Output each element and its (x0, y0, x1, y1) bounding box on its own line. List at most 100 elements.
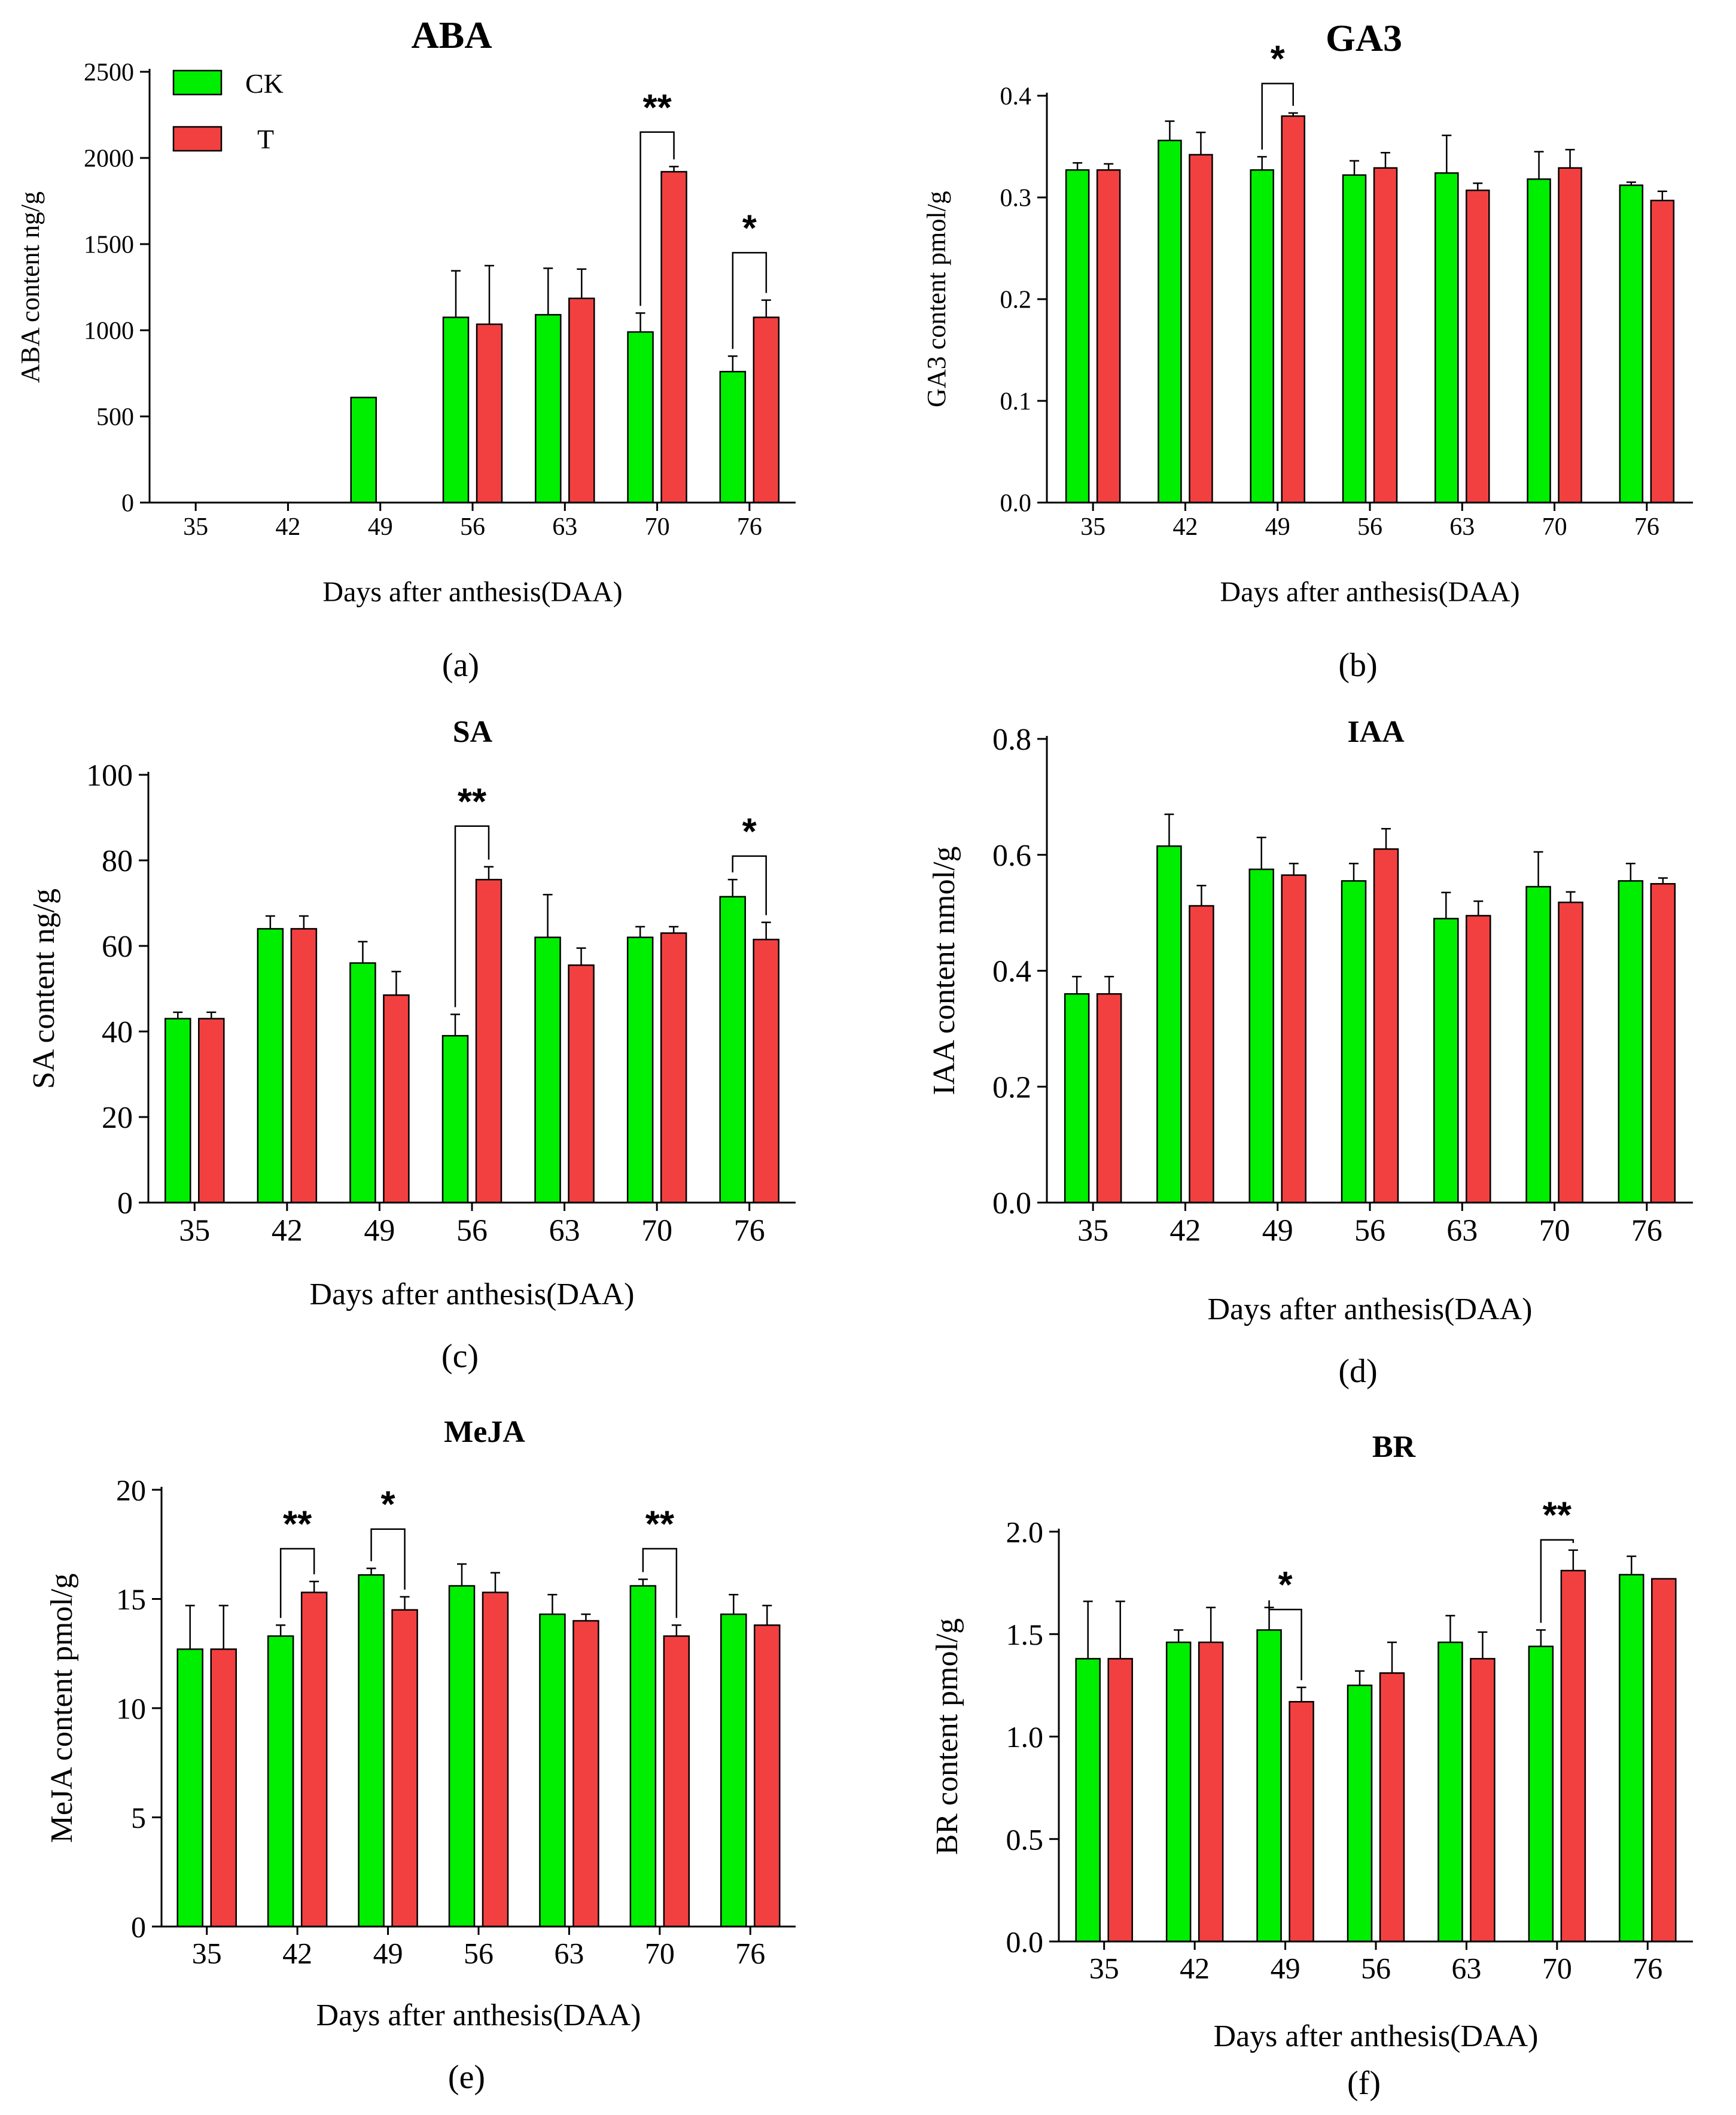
x-axis-label: Days after anthesis(DAA) (322, 576, 622, 608)
y-tick-label: 5 (131, 1801, 146, 1834)
y-tick-label: 0.0 (992, 1186, 1031, 1221)
y-tick-label: 0.2 (992, 1070, 1031, 1104)
significance-label-70: ** (645, 1504, 675, 1545)
x-tick-label-70: 70 (1542, 513, 1567, 541)
bar-T-35 (1096, 993, 1122, 1204)
x-tick-label-70: 70 (645, 1937, 675, 1970)
bar-T-56 (1379, 1672, 1405, 1943)
bar-T-49 (391, 1609, 418, 1928)
y-tick-label: 0.4 (992, 955, 1031, 989)
y-tick-label: 500 (96, 404, 134, 431)
bar-CK-76 (719, 896, 746, 1204)
bar-CK-35 (165, 1018, 191, 1204)
bar-CK-70 (627, 331, 654, 504)
bar-T-56 (1373, 167, 1398, 504)
chart-panel-2: GA3 35 42 49 56 63 70 76 * 0.0 0.1 0.2 0.3 0.4 GA3 con… (922, 17, 1693, 684)
bar-CK-35 (176, 1648, 203, 1928)
bar-CK-49 (1248, 868, 1274, 1204)
bar-T-35 (1096, 169, 1121, 504)
chart-panel-4: IAA 35 42 49 56 63 70 76 0.0 0.2 0.4 0.6 0.8 IAA cont… (927, 715, 1693, 1390)
y-tick-label: 1500 (84, 232, 134, 259)
bar-T-70 (660, 171, 687, 504)
y-tick-label: 0 (121, 490, 134, 518)
bar-T-76 (753, 939, 779, 1204)
bar-CK-70 (1527, 178, 1551, 504)
y-tick-label: 0.5 (1006, 1822, 1044, 1856)
panel-label: (c) (441, 1338, 479, 1375)
x-tick-label-35: 35 (179, 1213, 210, 1247)
bar-T-42 (1189, 905, 1214, 1204)
bar-CK-76 (719, 370, 747, 504)
bar-CK-49 (1250, 169, 1274, 504)
panel-label: (a) (442, 647, 479, 684)
y-tick-label: 2000 (84, 145, 134, 173)
bar-CK-76 (1619, 1574, 1644, 1943)
bar-CK-42 (257, 928, 284, 1204)
x-tick-label-42: 42 (1180, 1952, 1210, 1985)
y-tick-label: 0 (131, 1910, 146, 1944)
bar-CK-63 (1433, 918, 1459, 1204)
x-axis-label: Days after anthesis(DAA) (1220, 576, 1519, 608)
significance-label-70: ** (642, 87, 672, 129)
bar-CK-56 (1347, 1684, 1373, 1943)
y-tick-label: 0 (117, 1186, 133, 1221)
bar-CK-56 (448, 1585, 476, 1928)
bar-T-70 (1558, 167, 1582, 504)
x-tick-label-70: 70 (641, 1213, 672, 1247)
bar-CK-70 (629, 1585, 657, 1928)
x-tick-label-49: 49 (1271, 1952, 1301, 1985)
significance-bracket-76 (732, 252, 768, 349)
chart-title: SA (453, 715, 493, 749)
x-tick-label-76: 76 (737, 513, 762, 541)
y-axis-label: BR content pmol/g (930, 1618, 964, 1855)
x-tick-label-63: 63 (1451, 1952, 1481, 1985)
significance-label-42: ** (283, 1504, 312, 1545)
x-tick-label-49: 49 (364, 1213, 395, 1247)
y-tick-label: 2500 (84, 59, 134, 87)
bar-CK-49 (1256, 1629, 1282, 1943)
y-axis-label: ABA content ng/g (16, 191, 45, 383)
x-axis-label: Days after anthesis(DAA) (1208, 1292, 1533, 1326)
panel-label: (b) (1338, 647, 1377, 684)
x-tick-label-63: 63 (1446, 1213, 1478, 1247)
x-axis-label: Days after anthesis(DAA) (316, 1998, 641, 2032)
bar-T-76 (1650, 882, 1676, 1204)
bar-CK-49 (349, 962, 376, 1204)
x-tick-label-42: 42 (1169, 1213, 1201, 1247)
x-tick-label-63: 63 (549, 1213, 580, 1247)
bar-T-76 (1651, 1578, 1677, 1943)
x-tick-label-76: 76 (1631, 1213, 1662, 1247)
bar-CK-70 (626, 936, 654, 1204)
x-tick-label-42: 42 (1172, 513, 1198, 541)
bar-CK-63 (539, 1613, 566, 1928)
bar-CK-70 (1525, 885, 1551, 1204)
significance-label-49: * (1278, 1565, 1293, 1606)
y-axis-label: SA content ng/g (27, 888, 61, 1089)
y-tick-label: 0.0 (1006, 1925, 1044, 1959)
x-tick-label-35: 35 (183, 513, 208, 541)
x-tick-label-49: 49 (368, 513, 393, 541)
bar-CK-76 (1619, 184, 1644, 504)
x-tick-label-76: 76 (1633, 1952, 1662, 1985)
bar-T-42 (300, 1591, 328, 1928)
bar-CK-63 (535, 314, 562, 504)
bar-T-49 (383, 994, 410, 1204)
x-tick-label-35: 35 (1077, 1213, 1108, 1247)
bar-CK-70 (1528, 1645, 1554, 1943)
bar-T-49 (1289, 1701, 1314, 1943)
significance-bracket-49 (1261, 83, 1294, 150)
bar-T-56 (476, 323, 503, 504)
significance-bracket-70 (639, 131, 675, 306)
x-tick-label-35: 35 (192, 1937, 222, 1970)
y-tick-label: 0.4 (1000, 83, 1032, 111)
significance-bracket-42 (279, 1548, 315, 1618)
x-tick-label-76: 76 (735, 1937, 765, 1970)
bar-T-42 (1198, 1641, 1224, 1943)
panel-label: (f) (1347, 2065, 1381, 2102)
chart-title: ABA (411, 14, 492, 56)
significance-label-76: * (742, 811, 757, 853)
bar-T-42 (1189, 154, 1213, 504)
y-tick-label: 80 (102, 844, 133, 878)
significance-bracket-76 (732, 855, 767, 915)
